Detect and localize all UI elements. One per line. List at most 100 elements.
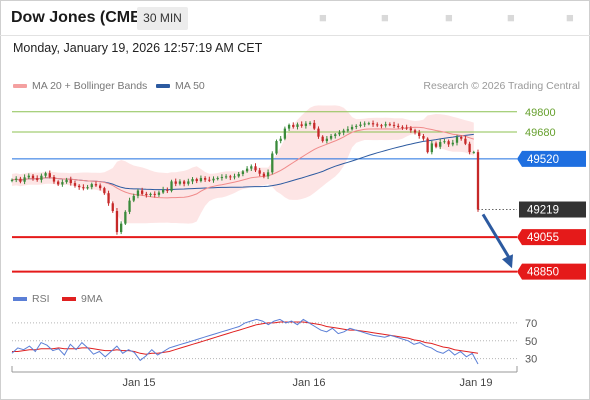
candle xyxy=(434,143,438,147)
candle xyxy=(275,141,278,154)
candle xyxy=(338,132,341,135)
moving-average-layer xyxy=(11,126,474,199)
rsi-level-label: 30 xyxy=(525,354,537,366)
candle xyxy=(178,181,182,184)
candle xyxy=(296,124,299,127)
ma20-swatch xyxy=(13,84,27,89)
rsi-9ma-line xyxy=(12,321,479,355)
candle xyxy=(271,153,274,173)
candle xyxy=(237,174,240,177)
fullscreen-icon[interactable]: ■ xyxy=(445,10,453,25)
candle xyxy=(426,138,429,153)
candle xyxy=(233,176,236,178)
candle xyxy=(170,181,173,191)
candle xyxy=(10,179,14,181)
candle xyxy=(350,126,354,130)
resistance-label: 49800 xyxy=(525,107,556,119)
rsi-level-label: 70 xyxy=(525,318,537,330)
ma9-label: 9MA xyxy=(81,293,103,305)
ma9-swatch xyxy=(62,297,76,302)
candle xyxy=(61,182,64,185)
candle xyxy=(367,123,371,125)
candle xyxy=(443,141,446,143)
candle xyxy=(82,187,85,189)
candle xyxy=(157,192,161,195)
candle xyxy=(136,190,140,196)
share-icon[interactable]: ■ xyxy=(507,10,515,25)
candle xyxy=(199,178,203,182)
level-line-support-label: 49055 xyxy=(527,232,559,244)
candle xyxy=(464,138,467,144)
candle xyxy=(392,124,396,126)
legend-ma50: MA 50 xyxy=(156,80,205,92)
candle xyxy=(413,130,417,133)
candle xyxy=(342,130,345,133)
candle xyxy=(31,175,35,179)
candle xyxy=(182,181,186,184)
legend-ma20: MA 20 + Bollinger Bands xyxy=(13,80,147,92)
last-price-label: 49219 xyxy=(527,205,559,217)
candle xyxy=(115,211,119,233)
candle xyxy=(73,183,77,186)
candle xyxy=(460,137,463,139)
rsi-line xyxy=(11,318,479,365)
bollinger-band-layer xyxy=(12,105,474,224)
candle xyxy=(229,176,232,178)
candle xyxy=(401,126,404,128)
resistance-label: 49680 xyxy=(525,127,556,139)
candle xyxy=(321,136,324,142)
candle xyxy=(103,188,106,194)
candle xyxy=(145,193,148,196)
candle xyxy=(476,152,480,210)
candle xyxy=(52,177,56,182)
candle xyxy=(140,190,144,194)
timeframe-button[interactable]: 30 MIN xyxy=(137,7,188,30)
candle xyxy=(15,178,18,180)
candle xyxy=(48,173,51,178)
close-icon[interactable]: ■ xyxy=(566,10,574,25)
candle xyxy=(262,173,266,177)
forecast-arrow xyxy=(481,213,512,260)
rsi-level-label: 50 xyxy=(525,336,537,348)
header-divider xyxy=(0,35,590,36)
x-tick-label: Jan 15 xyxy=(122,377,155,389)
level-line-pivot-box xyxy=(517,150,586,167)
candle xyxy=(65,179,68,183)
candle xyxy=(355,125,358,127)
candle xyxy=(455,137,459,143)
candle xyxy=(245,168,249,172)
candle xyxy=(86,187,89,189)
candle xyxy=(384,124,387,126)
compare-icon[interactable]: ■ xyxy=(381,10,389,25)
candle xyxy=(329,136,333,139)
candle xyxy=(409,128,412,131)
candle xyxy=(308,122,312,124)
legend-rsi: RSI xyxy=(13,293,50,305)
candle xyxy=(472,152,475,154)
candle xyxy=(258,170,261,174)
candle xyxy=(94,184,98,186)
candle xyxy=(69,179,72,184)
candle xyxy=(153,193,156,195)
candle xyxy=(36,178,39,180)
candle xyxy=(99,185,102,189)
candle xyxy=(266,172,270,177)
candle xyxy=(359,124,362,126)
candle xyxy=(334,134,337,136)
candle xyxy=(212,178,215,181)
level-line-support-box xyxy=(517,263,586,280)
candle xyxy=(439,142,442,147)
chart-settings-icon[interactable]: ■ xyxy=(319,10,327,25)
last-price-label-box xyxy=(519,201,586,218)
candle xyxy=(124,211,127,224)
candle xyxy=(23,177,26,182)
chart-header: Dow Jones (CME) 30 MIN ■ ■ ■ ■ ■ xyxy=(0,0,590,35)
candle xyxy=(283,128,287,139)
candles-layer xyxy=(10,120,480,235)
timestamp: Monday, January 19, 2026 12:57:19 AM CET xyxy=(13,41,263,55)
candle xyxy=(447,141,450,145)
candle xyxy=(405,127,408,129)
rsi-label: RSI xyxy=(32,293,50,305)
candle xyxy=(149,193,152,196)
